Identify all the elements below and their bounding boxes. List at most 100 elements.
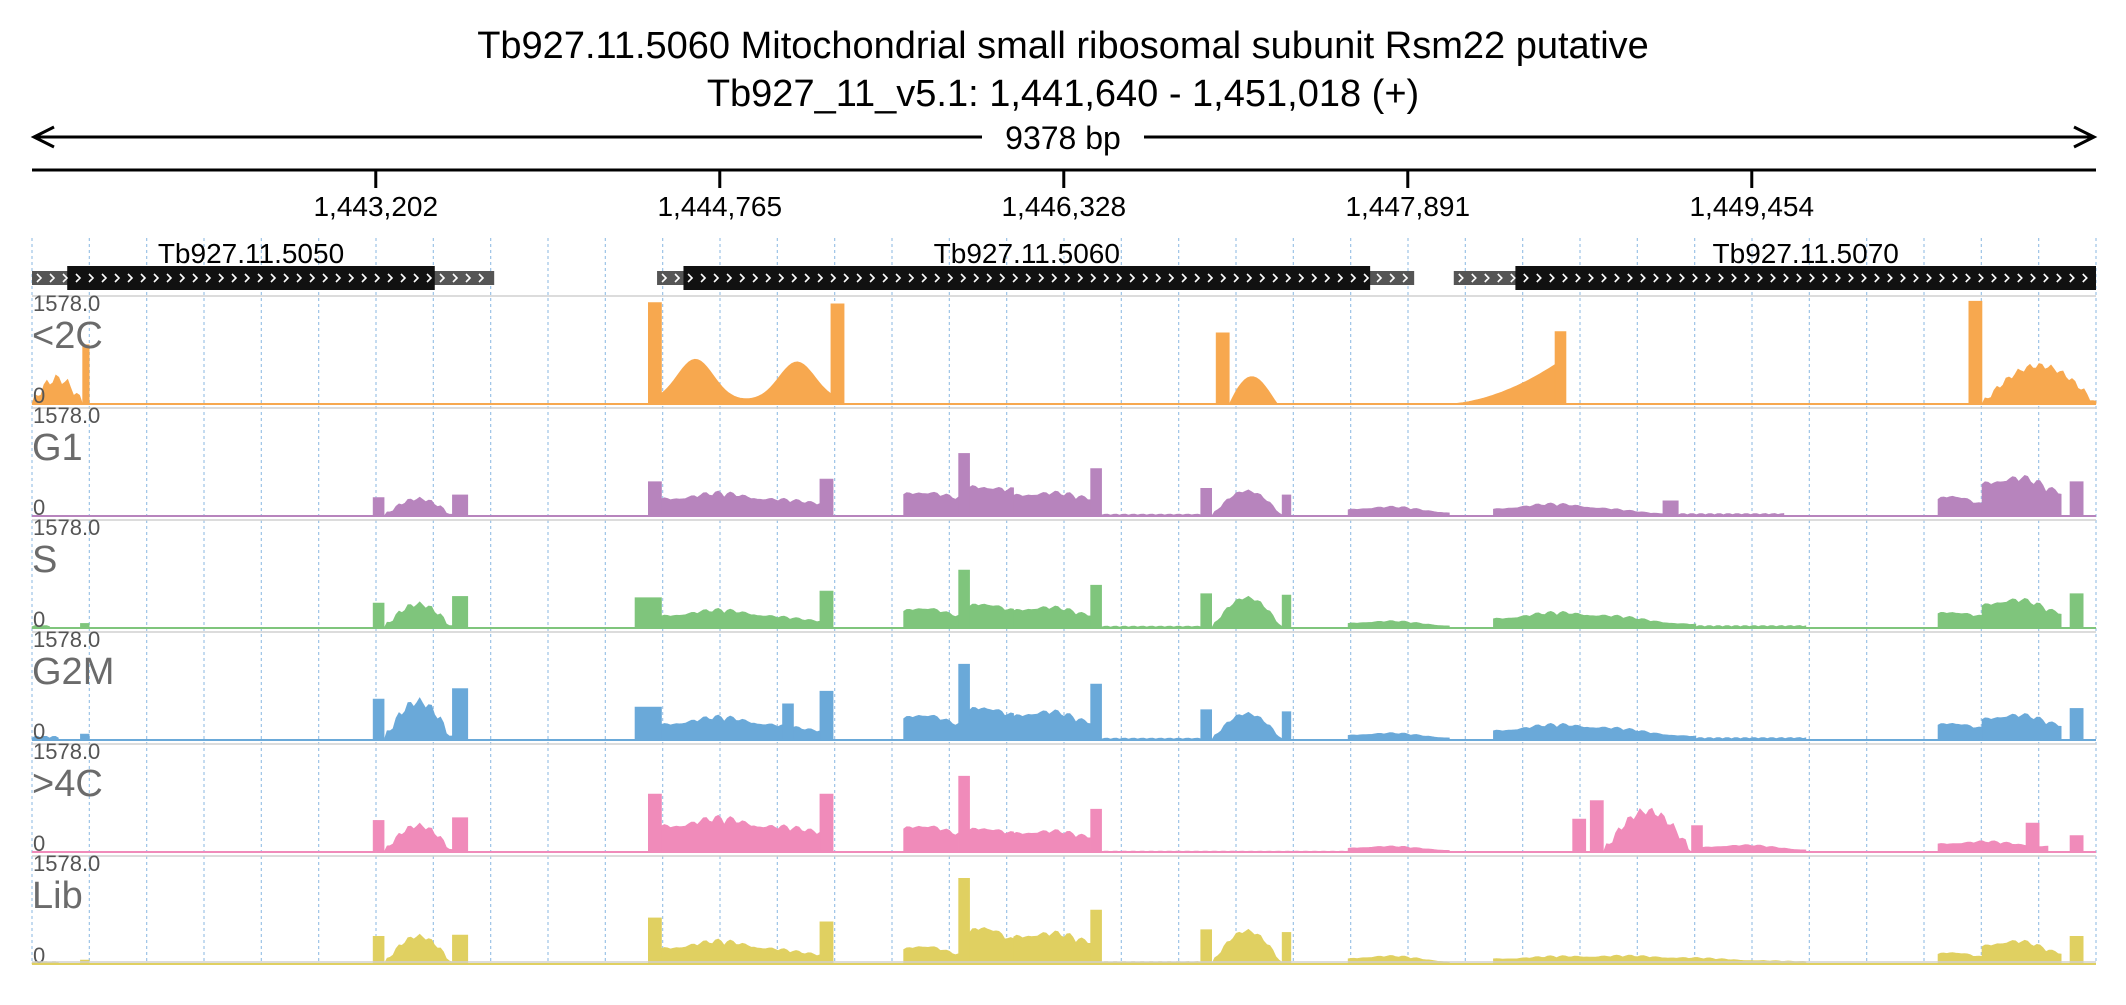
coverage-area xyxy=(1211,595,1283,629)
gene-strand-chevrons xyxy=(661,273,1409,283)
gene-track: Tb927.11.5050 Tb927.11.5060 Tb927.11.5070 xyxy=(32,238,2096,290)
coverage-area xyxy=(661,814,821,853)
track-x2C: 1578.0 0 <2C xyxy=(31,291,2097,408)
coverage-area xyxy=(1090,584,1102,629)
coverage-area xyxy=(903,714,959,741)
coverage-area xyxy=(1937,611,1983,629)
coverage-area xyxy=(372,936,385,965)
coverage-area xyxy=(1090,909,1102,965)
coverage-area xyxy=(1200,593,1212,629)
track-ymax-label: 1578.0 xyxy=(33,851,100,876)
track-name-label: Lib xyxy=(32,875,83,917)
coverage-area xyxy=(1211,928,1283,965)
span-arrowhead-right xyxy=(2073,125,2098,149)
coverage-area xyxy=(1200,709,1212,741)
coverage-area xyxy=(958,663,970,741)
track-ymin-label: 0 xyxy=(33,607,45,632)
axis-tick-label: 1,444,765 xyxy=(657,191,782,222)
coverage-area xyxy=(1937,952,1983,965)
coverage-area xyxy=(452,494,469,517)
coverage-area xyxy=(819,478,834,517)
gene-label: Tb927.11.5060 xyxy=(934,238,1120,269)
track-name-label: G2M xyxy=(32,651,114,693)
coverage-area xyxy=(958,453,970,517)
coverage-area xyxy=(1281,594,1292,629)
span-length-label: 9378 bp xyxy=(1005,120,1121,156)
coverage-area xyxy=(903,946,959,965)
coverage-area xyxy=(1347,845,1450,853)
track-name-label: >4C xyxy=(32,763,103,805)
coverage-area xyxy=(958,878,970,965)
gene-Tb927.11.5060: Tb927.11.5060 xyxy=(657,238,1415,290)
coverage-area xyxy=(648,481,662,517)
track-ymin-label: 0 xyxy=(33,495,45,520)
track-ymax-label: 1578.0 xyxy=(33,291,100,316)
track-ymax-label: 1578.0 xyxy=(33,403,100,428)
gene-cds-bar xyxy=(683,266,1371,290)
coverage-area xyxy=(1013,709,1091,741)
gene-label: Tb927.11.5050 xyxy=(158,238,344,269)
coverage-area xyxy=(31,374,84,405)
coverage-area xyxy=(452,934,469,965)
coverage-area xyxy=(661,490,821,517)
track-ymax-label: 1578.0 xyxy=(33,627,100,652)
coverage-area xyxy=(969,827,1014,853)
coverage-area xyxy=(1281,932,1292,965)
coverage-area xyxy=(1968,300,1983,405)
track-G2M: 1578.0 0 G2M xyxy=(31,627,2096,744)
coverage-area xyxy=(1347,505,1450,517)
track-name-label: <2C xyxy=(32,315,103,357)
coverage-area xyxy=(1013,930,1091,965)
coverage-area xyxy=(1554,331,1567,405)
coverage-area xyxy=(958,569,970,629)
coverage-area xyxy=(661,714,821,741)
coverage-area xyxy=(1702,844,1807,853)
coverage-area xyxy=(903,608,959,629)
track-S: 1578.0 0 S xyxy=(31,515,2096,632)
coverage-area xyxy=(1981,597,2062,629)
coverage-area xyxy=(958,775,970,853)
coverage-area xyxy=(1662,500,1679,517)
track-ymin-label: 0 xyxy=(33,719,45,744)
track-G1: 1578.0 0 G1 xyxy=(32,403,2096,520)
coverage-area xyxy=(2069,593,2084,629)
span-arrow: 9378 bp xyxy=(30,120,2098,156)
coverage-area xyxy=(1981,475,2062,517)
gene-strand-chevrons xyxy=(36,273,485,283)
coverage-area xyxy=(1493,502,1664,517)
axis-tick-label: 1,443,202 xyxy=(313,191,438,222)
track-x4C: 1578.0 0 >4C xyxy=(32,739,2096,856)
coverage-area xyxy=(1013,829,1091,853)
coverage-area xyxy=(969,927,1014,965)
coverage-area xyxy=(452,688,469,741)
coverage-area xyxy=(903,825,959,853)
coverage-area xyxy=(372,602,385,629)
coverage-area xyxy=(1602,807,1693,853)
coverage-area xyxy=(661,607,821,629)
coverage-area xyxy=(452,817,469,853)
coverage-area xyxy=(782,703,794,741)
coverage-area xyxy=(648,302,662,405)
coverage-area xyxy=(819,793,834,853)
coverage-area xyxy=(648,793,662,853)
coverage-tracks: 1578.00<2C1578.00G11578.00S1578.00G2M157… xyxy=(31,291,2097,968)
coverage-area xyxy=(1493,722,1697,741)
coverage-area xyxy=(819,921,834,965)
track-name-label: G1 xyxy=(32,427,83,469)
track-ymax-label: 1578.0 xyxy=(33,739,100,764)
chart-title: Tb927.11.5060 Mitochondrial small riboso… xyxy=(477,25,1649,67)
coverage-area xyxy=(2069,936,2084,965)
coverage-area xyxy=(1013,490,1091,517)
coverage-area xyxy=(2069,708,2084,741)
track-ymin-label: 0 xyxy=(33,383,45,408)
track-name-label: S xyxy=(32,539,57,581)
track-Lib: 1578.0 0 Lib xyxy=(31,851,2096,968)
track-ymin-label: 0 xyxy=(33,831,45,856)
coverage-area xyxy=(1981,939,2062,965)
coverage-area xyxy=(2025,822,2040,853)
gene-Tb927.11.5070: Tb927.11.5070 xyxy=(1453,238,2096,290)
coverage-area xyxy=(969,603,1014,629)
gene-label: Tb927.11.5070 xyxy=(1713,238,1899,269)
coverage-area xyxy=(1211,489,1283,517)
